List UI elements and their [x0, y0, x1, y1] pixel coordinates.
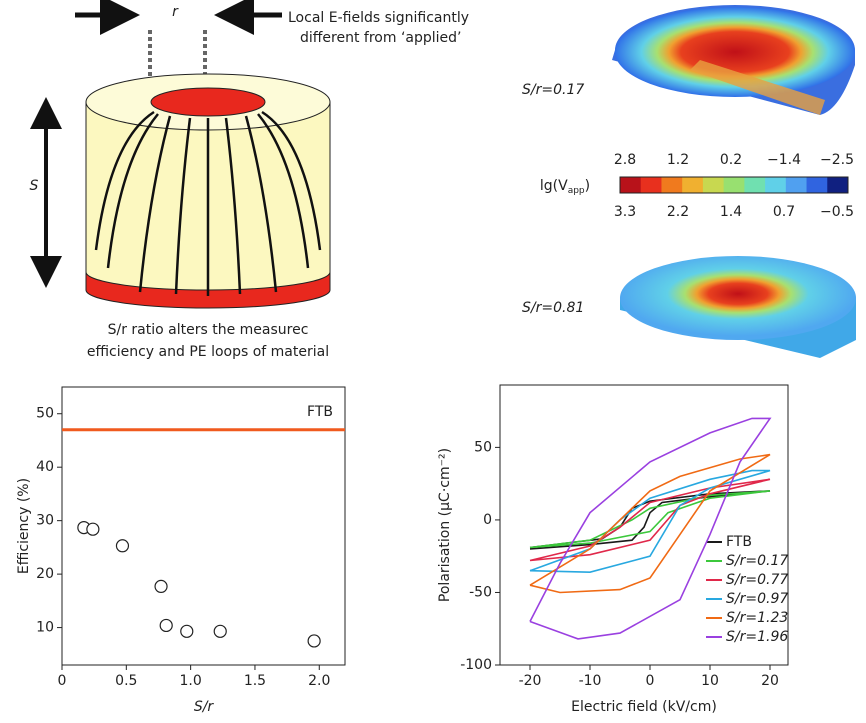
colorbar-swatch: [806, 177, 828, 193]
loop: [529, 453, 771, 594]
s-label: S: [30, 178, 39, 194]
y-tick-label: 40: [36, 459, 54, 475]
x-tick-label: 2.0: [308, 673, 330, 689]
colorbar-swatch: [661, 177, 683, 193]
colorbar-tick: −1.4: [767, 152, 801, 168]
render-label: S/r=0.17: [522, 82, 584, 98]
caption: S/r ratio alters the measurec: [108, 322, 309, 338]
legend-label: S/r=1.96: [726, 629, 788, 645]
y-axis-label: Efficiency (%): [16, 478, 32, 574]
legend-label: FTB: [726, 534, 752, 550]
schematic: r Local E-fields significantly different…: [30, 0, 469, 360]
colorbar-tick: 1.2: [667, 152, 689, 168]
colorbar-tick: 2.2: [667, 204, 689, 220]
colorbar-swatch: [765, 177, 787, 193]
colorbar-swatch: [640, 177, 662, 193]
x-tick-label: 10: [701, 673, 719, 689]
colorbar-frame: [619, 176, 849, 194]
colorbar-swatch: [620, 177, 642, 193]
point: [154, 579, 168, 594]
legend-label: S/r=0.77: [726, 572, 788, 588]
x-axis-label: Electric field (kV/cm): [571, 699, 717, 715]
loop: [529, 417, 772, 640]
colorbar-tick: 2.8: [614, 152, 636, 168]
r-label: r: [172, 4, 179, 20]
colorbar-swatch: [744, 177, 766, 193]
x-tick-label: 1.5: [244, 673, 266, 689]
label: lg(V: [540, 178, 568, 194]
colorbar-tick: 0.7: [773, 204, 795, 220]
render-label: S/r=0.81: [522, 300, 584, 316]
reference-label: FTB: [307, 404, 333, 420]
x-tick-label: 20: [761, 673, 779, 689]
y-tick-label: -100: [460, 657, 492, 673]
point: [180, 624, 194, 638]
legend-label: S/r=0.97: [726, 591, 788, 607]
y-tick-label: 20: [36, 566, 54, 582]
note: Local E-fields significantly: [288, 10, 469, 26]
x-tick-label: 0: [646, 673, 655, 689]
colorbar-tick: 0.2: [720, 152, 742, 168]
label-end: ): [585, 178, 590, 194]
colorbar-swatch: [827, 177, 849, 193]
x-tick-label: -10: [579, 673, 602, 689]
colorbar-swatch: [785, 177, 808, 193]
y-tick-label: 50: [474, 439, 492, 455]
point: [307, 634, 321, 648]
colorbar-swatch: [723, 177, 745, 193]
x-tick-label: 0.5: [115, 673, 137, 689]
colorbar-swatch: [682, 177, 704, 193]
loop: [529, 490, 771, 549]
y-tick-label: -50: [469, 584, 492, 600]
renders: S/r=0.17 S/r=0.81: [522, 5, 856, 358]
colorbar-tick: 1.4: [720, 204, 742, 220]
y-tick-label: 50: [36, 406, 54, 422]
plot-frame: [499, 384, 789, 666]
y-tick-label: 10: [36, 620, 54, 636]
colorbar-tick: −0.5: [820, 204, 854, 220]
colorbar-label: lg(Vapp): [540, 178, 590, 196]
point: [86, 522, 100, 536]
legend-label: S/r=1.23: [726, 610, 788, 626]
x-tick-label: 0: [58, 673, 67, 689]
plot-frame: [61, 386, 346, 666]
y-axis-label: Polarisation (μC·cm⁻²): [437, 448, 453, 602]
colorbar-tick: −2.5: [820, 152, 854, 168]
point: [159, 618, 173, 633]
point: [115, 539, 130, 553]
note: different from ‘applied’: [300, 30, 461, 46]
colorbar-tick: 3.3: [614, 204, 636, 220]
colorbar: lg(Vapp): [540, 178, 590, 196]
loop: [529, 478, 771, 562]
x-tick-label: 1.0: [180, 673, 202, 689]
y-tick-label: 0: [483, 512, 492, 528]
x-axis-label: S/r: [194, 699, 215, 715]
legend-label: S/r=0.17: [726, 553, 788, 569]
x-tick-label: -20: [519, 673, 542, 689]
y-tick-label: 30: [36, 513, 54, 529]
caption: efficiency and PE loops of material: [87, 344, 329, 360]
colorbar-swatch: [702, 177, 725, 193]
point: [213, 624, 227, 638]
label-sub: app: [568, 186, 585, 196]
